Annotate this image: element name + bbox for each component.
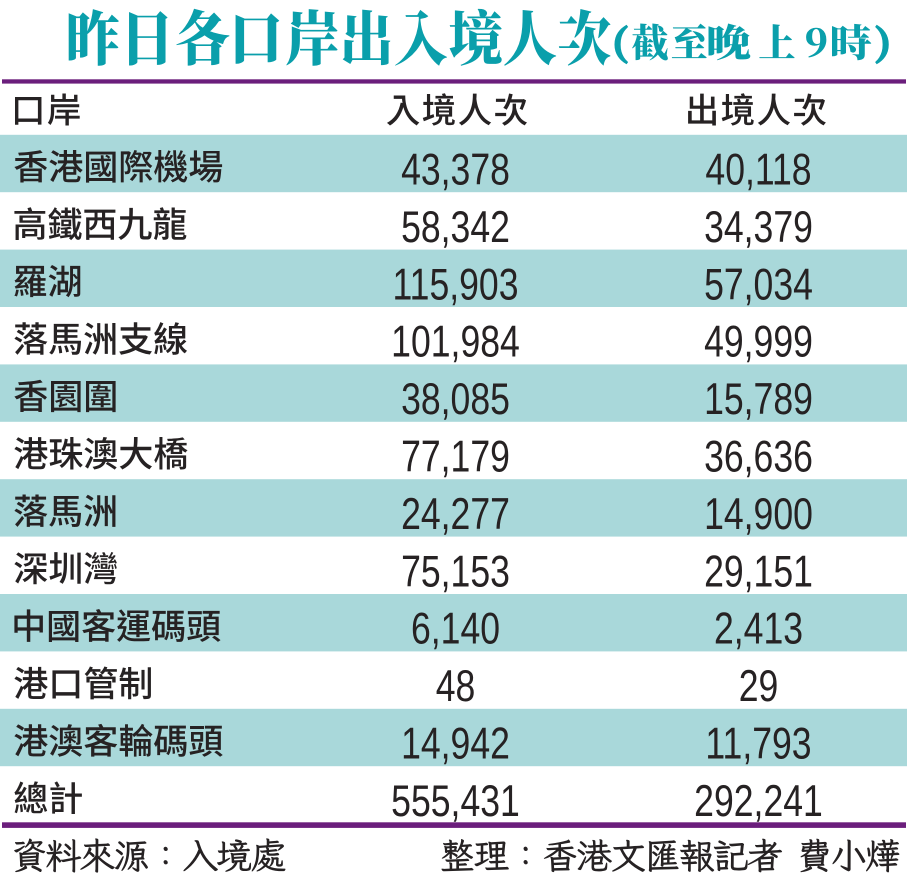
svg-text:34,379: 34,379 (704, 202, 813, 252)
svg-text:14,942: 14,942 (401, 719, 510, 769)
svg-text:115,903: 115,903 (392, 260, 518, 310)
svg-text:14,900: 14,900 (704, 489, 813, 539)
svg-text:24,277: 24,277 (401, 489, 510, 539)
svg-text:49,999: 49,999 (704, 317, 813, 367)
svg-text:77,179: 77,179 (401, 432, 510, 482)
svg-text:40,118: 40,118 (705, 145, 811, 195)
svg-text:6,140: 6,140 (411, 604, 500, 654)
svg-text:43,378: 43,378 (401, 145, 510, 195)
svg-text:58,342: 58,342 (401, 202, 510, 252)
svg-text:75,153: 75,153 (401, 547, 510, 597)
svg-text:38,085: 38,085 (401, 374, 510, 424)
svg-text:36,636: 36,636 (704, 432, 813, 482)
svg-text:292,241: 292,241 (694, 776, 823, 826)
svg-text:48: 48 (436, 661, 476, 711)
svg-text:2,413: 2,413 (714, 604, 803, 654)
svg-text:57,034: 57,034 (704, 260, 813, 310)
svg-text:29: 29 (739, 661, 779, 711)
svg-text:101,984: 101,984 (391, 317, 520, 367)
svg-text:11,793: 11,793 (705, 719, 811, 769)
svg-text:15,789: 15,789 (704, 374, 813, 424)
svg-text:555,431: 555,431 (391, 776, 520, 826)
svg-text:29,151: 29,151 (704, 547, 813, 597)
